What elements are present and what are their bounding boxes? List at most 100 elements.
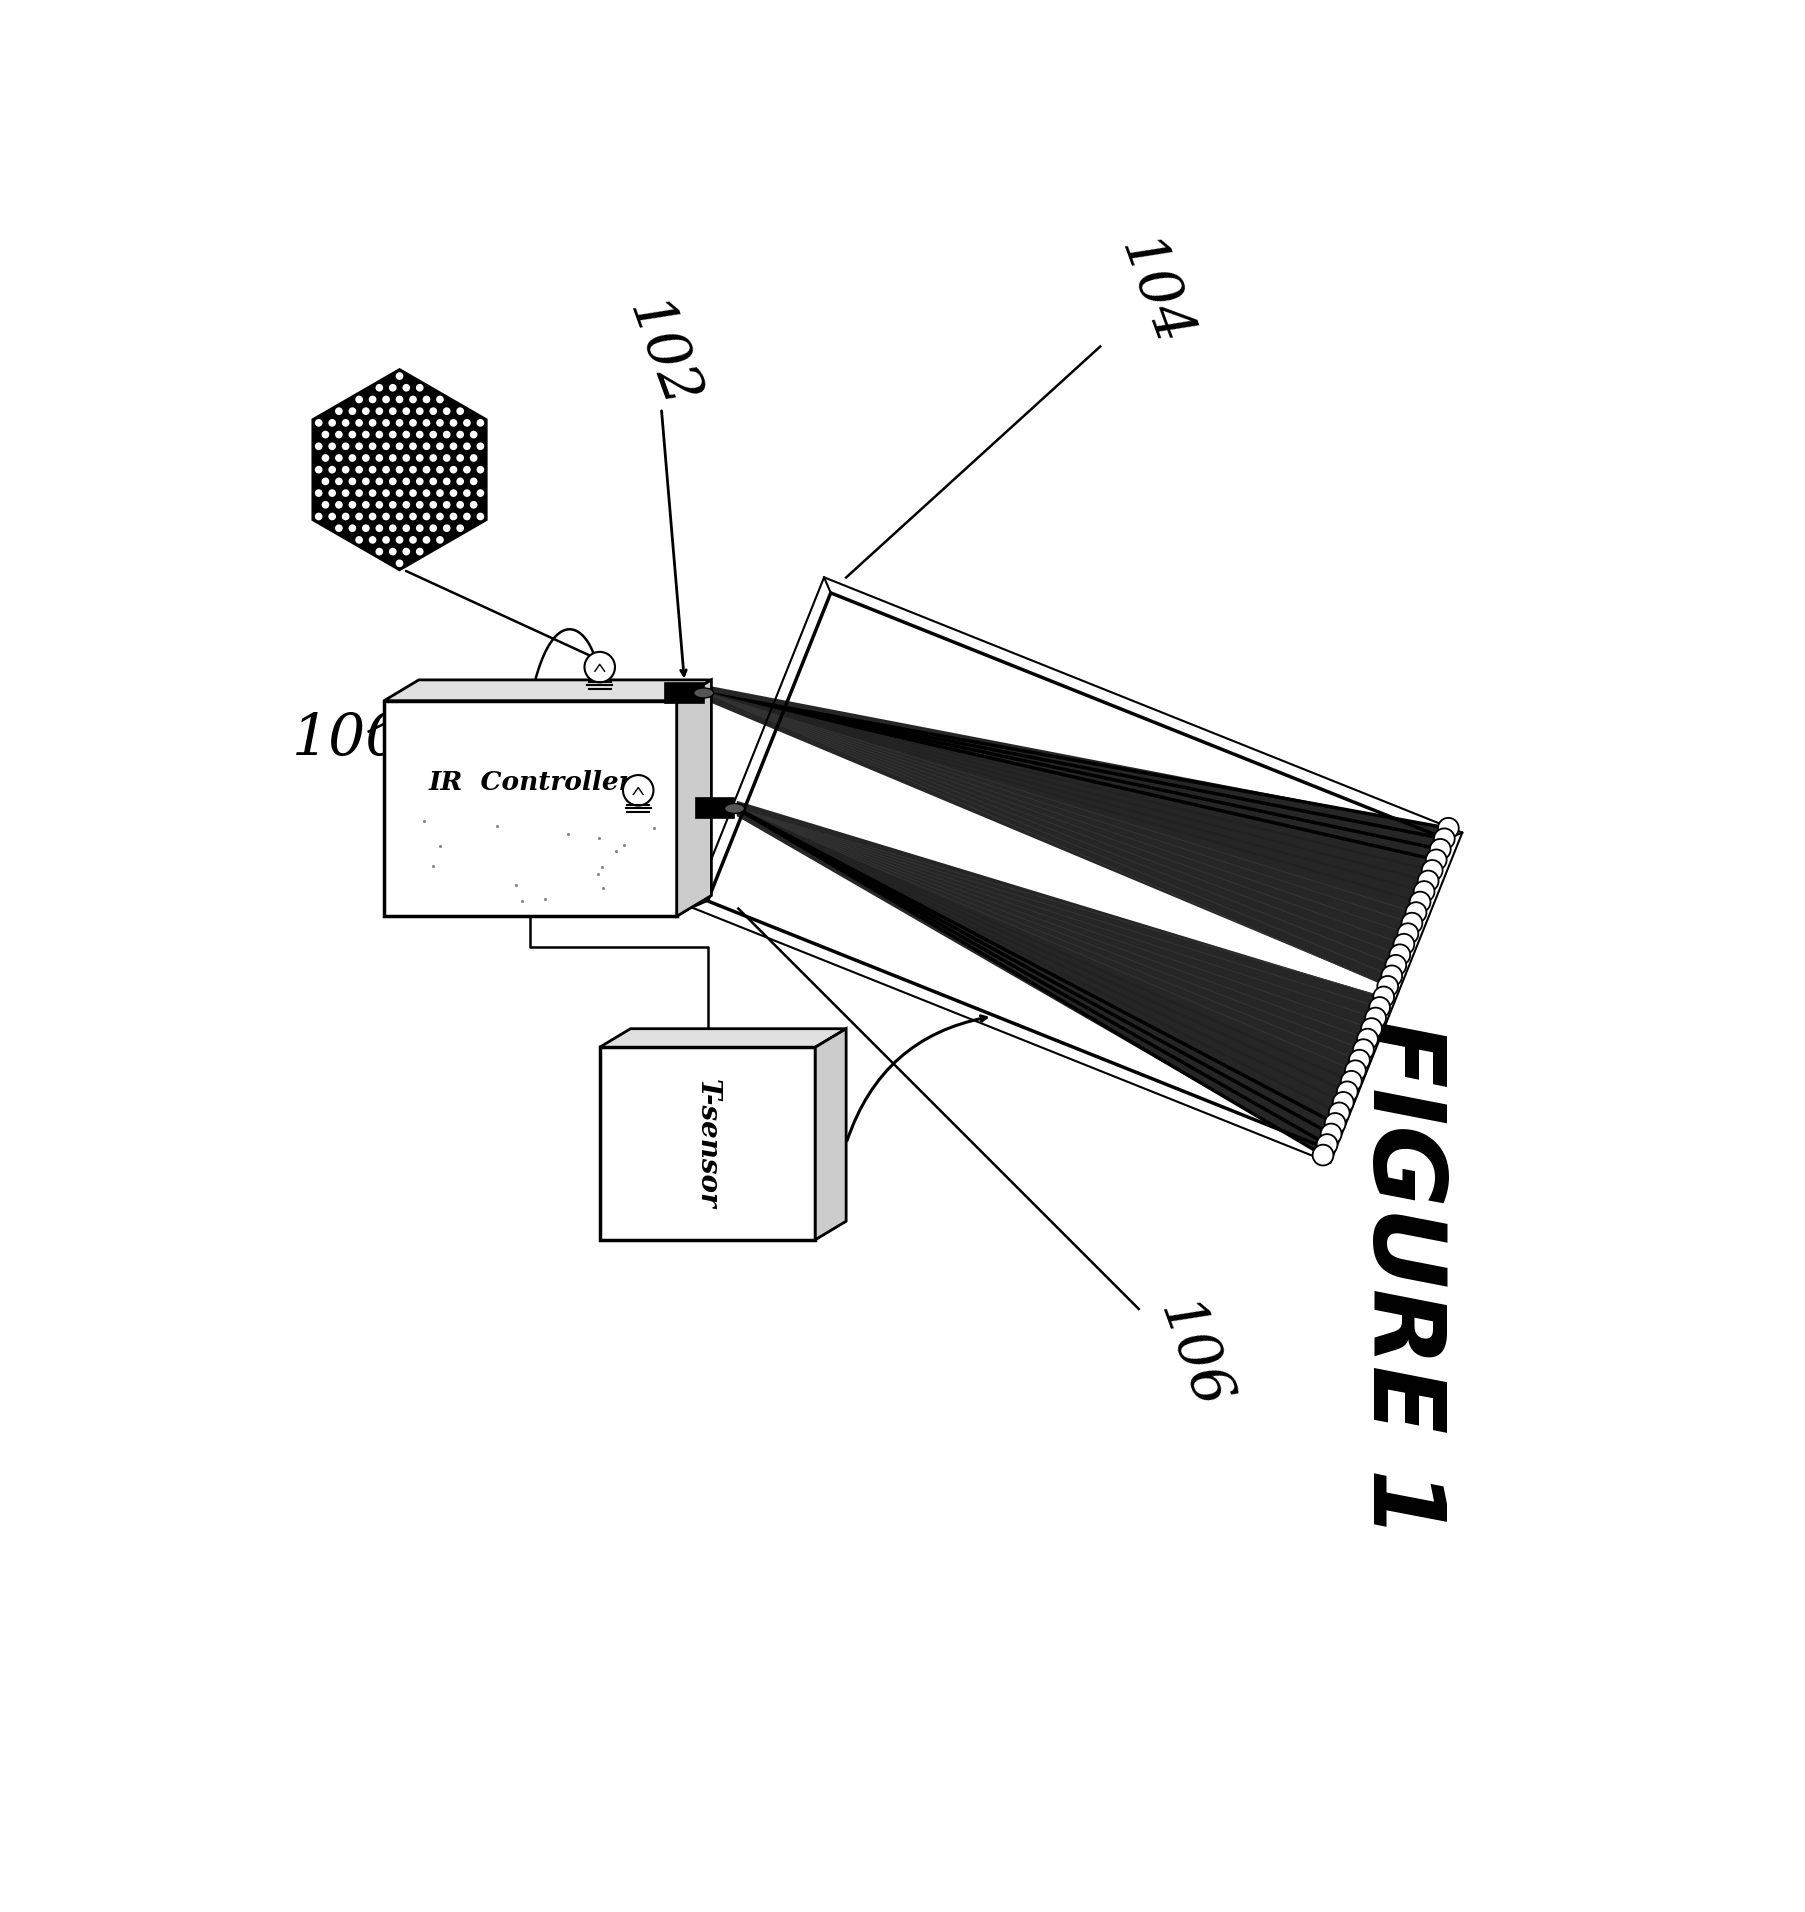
Circle shape — [464, 512, 471, 520]
Circle shape — [356, 442, 363, 449]
Circle shape — [368, 512, 377, 520]
Circle shape — [410, 442, 417, 449]
Circle shape — [415, 478, 424, 486]
Circle shape — [422, 489, 430, 497]
Circle shape — [363, 407, 370, 415]
Circle shape — [1406, 902, 1426, 923]
Circle shape — [437, 535, 444, 543]
Circle shape — [403, 384, 410, 392]
Circle shape — [1426, 849, 1446, 870]
Circle shape — [363, 430, 370, 438]
Circle shape — [375, 455, 383, 463]
Circle shape — [437, 419, 444, 426]
Circle shape — [1439, 818, 1458, 839]
Circle shape — [464, 467, 471, 474]
Circle shape — [442, 407, 451, 415]
Circle shape — [1354, 1040, 1374, 1059]
Text: FIGURE 1: FIGURE 1 — [1352, 1019, 1449, 1537]
Circle shape — [1390, 945, 1410, 966]
Circle shape — [449, 467, 457, 474]
Circle shape — [477, 442, 484, 449]
Circle shape — [336, 501, 343, 509]
Circle shape — [383, 489, 390, 497]
Circle shape — [388, 524, 397, 532]
Circle shape — [375, 524, 383, 532]
Circle shape — [1417, 870, 1439, 891]
Circle shape — [422, 512, 430, 520]
Circle shape — [336, 407, 343, 415]
Circle shape — [356, 396, 363, 403]
Circle shape — [1422, 860, 1442, 881]
Circle shape — [314, 419, 323, 426]
Polygon shape — [384, 681, 711, 700]
Circle shape — [1397, 923, 1419, 945]
Text: T-sensor: T-sensor — [695, 1078, 720, 1208]
Circle shape — [449, 419, 457, 426]
Circle shape — [437, 442, 444, 449]
Circle shape — [363, 455, 370, 463]
Circle shape — [375, 384, 383, 392]
Circle shape — [314, 467, 323, 474]
Polygon shape — [599, 1222, 847, 1239]
Circle shape — [368, 467, 377, 474]
Circle shape — [1433, 828, 1455, 849]
Circle shape — [348, 478, 356, 486]
Circle shape — [403, 501, 410, 509]
Circle shape — [464, 442, 471, 449]
Circle shape — [383, 535, 390, 543]
Circle shape — [437, 489, 444, 497]
Circle shape — [383, 512, 390, 520]
Polygon shape — [697, 799, 735, 818]
Circle shape — [469, 455, 478, 463]
Circle shape — [388, 455, 397, 463]
Circle shape — [477, 467, 484, 474]
Circle shape — [363, 501, 370, 509]
Circle shape — [1365, 1008, 1386, 1029]
Circle shape — [457, 430, 464, 438]
Circle shape — [1370, 996, 1390, 1017]
Circle shape — [388, 547, 397, 556]
Circle shape — [477, 489, 484, 497]
Circle shape — [437, 396, 444, 403]
Circle shape — [356, 467, 363, 474]
Circle shape — [383, 396, 390, 403]
Circle shape — [477, 512, 484, 520]
Circle shape — [1410, 891, 1430, 912]
Circle shape — [348, 455, 356, 463]
Circle shape — [1374, 987, 1393, 1008]
Circle shape — [437, 512, 444, 520]
Circle shape — [430, 501, 437, 509]
Circle shape — [1386, 954, 1406, 975]
Polygon shape — [736, 801, 1384, 1155]
Circle shape — [395, 467, 403, 474]
Polygon shape — [677, 681, 711, 916]
Circle shape — [437, 467, 444, 474]
Circle shape — [395, 512, 403, 520]
Circle shape — [464, 419, 471, 426]
Circle shape — [457, 524, 464, 532]
Circle shape — [356, 489, 363, 497]
Circle shape — [336, 430, 343, 438]
Circle shape — [395, 535, 403, 543]
Circle shape — [449, 512, 457, 520]
Circle shape — [469, 430, 478, 438]
Circle shape — [1430, 839, 1451, 860]
Circle shape — [585, 652, 616, 683]
Circle shape — [403, 430, 410, 438]
Circle shape — [1401, 912, 1422, 933]
Circle shape — [375, 478, 383, 486]
Circle shape — [395, 442, 403, 449]
Circle shape — [356, 419, 363, 426]
Circle shape — [375, 407, 383, 415]
Circle shape — [1332, 1092, 1354, 1113]
Circle shape — [336, 455, 343, 463]
Circle shape — [341, 467, 350, 474]
Circle shape — [368, 535, 377, 543]
Text: 102: 102 — [616, 293, 708, 417]
Circle shape — [469, 478, 478, 486]
Circle shape — [368, 489, 377, 497]
Circle shape — [403, 455, 410, 463]
Circle shape — [1361, 1019, 1383, 1038]
Circle shape — [410, 396, 417, 403]
Circle shape — [410, 512, 417, 520]
